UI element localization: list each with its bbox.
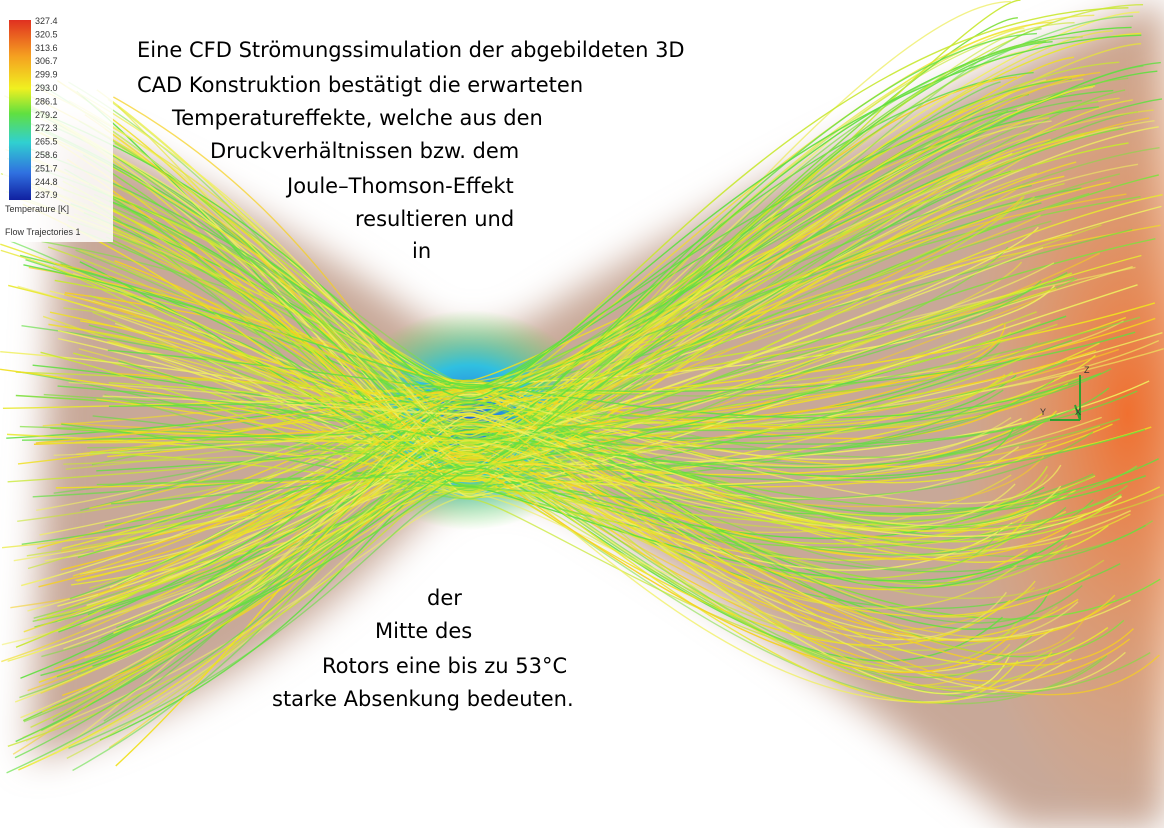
caption-line: Druckverhältnissen bzw. dem — [210, 139, 519, 163]
legend-label: 320.5 — [35, 29, 58, 39]
axis-label: X — [1075, 407, 1081, 417]
caption-line: der — [427, 586, 462, 610]
caption-line: Temperatureffekte, welche aus den — [171, 106, 543, 130]
legend-label: 313.6 — [35, 43, 58, 53]
caption-line: in — [412, 239, 431, 263]
legend-label: 237.9 — [35, 190, 58, 200]
caption-line: resultieren und — [355, 207, 514, 231]
legend-label: 251.7 — [35, 163, 58, 173]
caption-line: Mitte des — [375, 619, 472, 643]
caption-line: CAD Konstruktion bestätigt die erwartete… — [137, 73, 583, 97]
legend-label: 286.1 — [35, 96, 58, 106]
legend-label: 272.3 — [35, 123, 58, 133]
legend-label: 265.5 — [35, 137, 58, 147]
scene: 327.4 320.5 313.6 306.7 299.9 293.0 286.1 279.2… — [0, 0, 1164, 828]
legend-label: 293.0 — [35, 83, 58, 93]
caption-line: Joule–Thomson-Effekt — [285, 174, 514, 198]
legend-title: Temperature [K] — [5, 204, 69, 214]
legend-label: 279.2 — [35, 110, 58, 120]
legend: 327.4 320.5 313.6 306.7 299.9 293.0 286.1 279.2… — [3, 4, 113, 242]
axis-label: Y — [1040, 407, 1046, 417]
legend-label: 244.8 — [35, 177, 58, 187]
legend-label: 258.6 — [35, 150, 58, 160]
legend-label: 306.7 — [35, 56, 58, 66]
caption-line: Eine CFD Strömungssimulation der abgebil… — [137, 38, 685, 62]
caption-line: starke Absenkung bedeuten. — [272, 687, 574, 711]
caption-line: Rotors eine bis zu 53°C — [322, 654, 567, 678]
legend-label: 299.9 — [35, 70, 58, 80]
legend-subtitle: Flow Trajectories 1 — [5, 227, 81, 237]
legend-label: 327.4 — [35, 16, 58, 26]
colorbar — [9, 20, 31, 200]
axis-label: Z — [1084, 365, 1090, 375]
